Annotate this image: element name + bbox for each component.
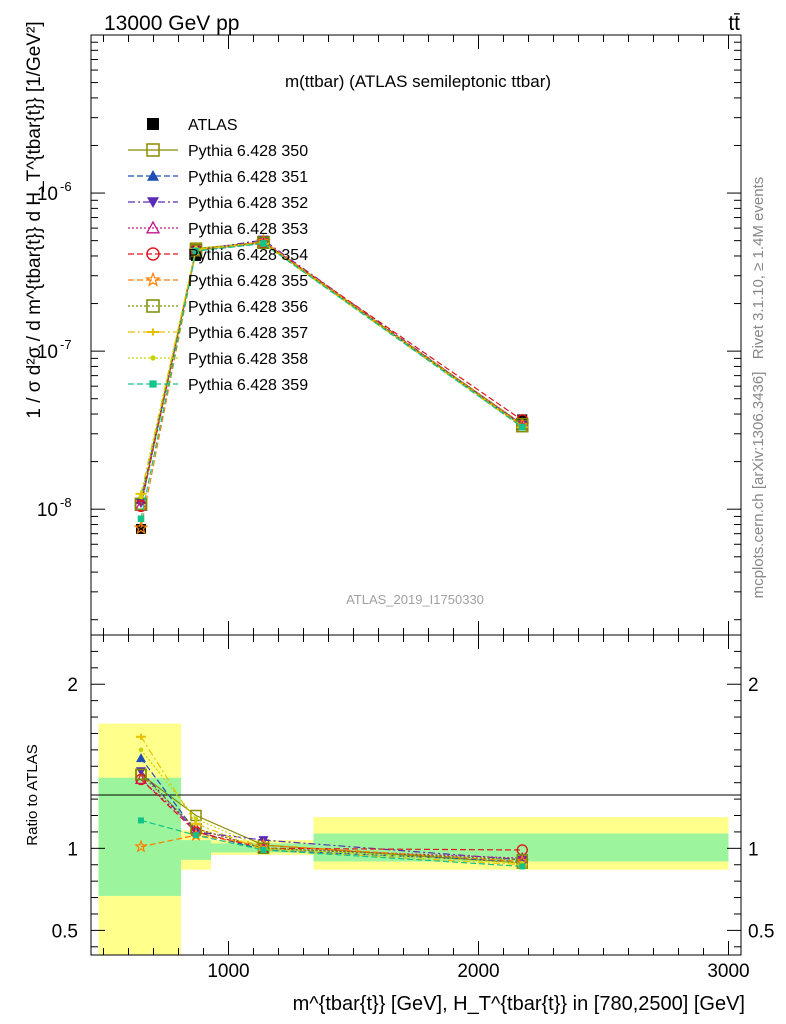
ratio-series-line	[140, 749, 523, 864]
ratio-data-point	[193, 816, 199, 822]
legend-label: Pythia 6.428 359	[188, 377, 308, 394]
legend: ATLAS Pythia 6.428 350 Pythia 6.428 351 Pyt…	[128, 117, 308, 394]
ratio-data-point	[138, 747, 144, 753]
ratio-uncertainty-bands	[98, 723, 729, 955]
main-data-point	[136, 523, 146, 534]
ratio-data-point	[136, 733, 146, 740]
legend-label: ATLAS	[188, 117, 238, 134]
ratio-y-axis-label: Ratio to ATLAS	[24, 744, 41, 845]
main-y-tick-exponent: -6	[60, 179, 72, 194]
main-data-point	[192, 247, 200, 255]
x-axis-label: m^{tbar{t}} [GeV], H_T^{tbar{t}} in [780…	[293, 993, 745, 1015]
legend-label: Pythia 6.428 350	[188, 143, 308, 160]
main-series-group	[133, 233, 530, 535]
legend-marker	[147, 118, 159, 130]
ratio-y-ticks: 0.5 0.5 1 1 2 2	[52, 650, 774, 948]
main-data-point	[137, 515, 145, 523]
rivet-label: Rivet 3.1.10, ≥ 1.4M events	[750, 177, 767, 360]
legend-label: Pythia 6.428 351	[188, 169, 308, 186]
ratio-series-line	[140, 819, 523, 867]
ratio-data-point	[135, 768, 147, 781]
main-series-line	[140, 242, 523, 519]
main-data-point	[138, 494, 144, 500]
ratio-y-tick-label: 1	[67, 839, 78, 860]
main-y-tick-exponent: -7	[60, 337, 72, 352]
ratio-data-point	[193, 832, 199, 839]
x-tick-label: 2000	[457, 961, 499, 982]
main-y-tick-label: 10	[37, 500, 58, 521]
legend-label: Pythia 6.428 355	[188, 273, 308, 290]
ratio-frame	[90, 634, 742, 956]
ratio-series-line	[140, 834, 523, 863]
ratio-data-point	[260, 846, 267, 853]
x-tick-label: 3000	[707, 961, 749, 982]
legend-marker	[146, 247, 160, 261]
x-ticks: 1000 2000 3000	[103, 35, 750, 982]
main-y-ticks: 10-810-710-6	[37, 34, 741, 621]
legend-marker	[150, 355, 156, 361]
ratio-series-line	[140, 774, 523, 861]
ratio-band-green	[181, 840, 211, 860]
watermark: ATLAS_2019_I1750330	[346, 592, 484, 607]
ratio-y-tick-label-right: 0.5	[748, 921, 774, 942]
main-data-point	[260, 240, 267, 247]
legend-marker	[145, 271, 161, 287]
ratio-series-line	[140, 770, 523, 861]
legend-label: Pythia 6.428 357	[188, 325, 308, 342]
main-y-tick-label: 10	[37, 342, 58, 363]
legend-marker	[145, 220, 161, 234]
site-label: mcplots.cern.ch [arXiv:1306.3436]	[750, 372, 767, 599]
ratio-series-group	[134, 733, 530, 870]
legend-marker	[147, 170, 159, 181]
main-y-tick-exponent: -8	[60, 495, 72, 510]
main-data-point	[518, 423, 526, 431]
legend-marker	[147, 197, 159, 208]
legend-marker	[146, 299, 160, 313]
x-tick-label: 1000	[207, 961, 249, 982]
main-title: m(ttbar) (ATLAS semileptonic ttbar)	[285, 72, 551, 91]
ratio-data-point	[134, 839, 148, 853]
legend-label: Pythia 6.428 353	[188, 221, 308, 238]
legend-label: Pythia 6.428 358	[188, 351, 308, 368]
main-series-line	[140, 242, 523, 497]
legend-marker	[146, 143, 160, 157]
ratio-series-line	[140, 757, 523, 863]
energy-label: 13000 GeV pp	[104, 12, 239, 35]
main-panel: m(ttbar) (ATLAS semileptonic ttbar) ATLA…	[24, 21, 742, 636]
legend-marker	[147, 328, 159, 336]
ratio-y-tick-label: 0.5	[52, 921, 78, 942]
legend-label: Pythia 6.428 354	[188, 247, 308, 264]
ratio-y-tick-label: 2	[67, 675, 78, 696]
legend-label: Pythia 6.428 352	[188, 195, 308, 212]
process-label: tt̄	[728, 12, 740, 35]
legend-label: Pythia 6.428 356	[188, 299, 308, 316]
ratio-series-9	[138, 817, 526, 870]
main-y-tick-label: 10	[37, 184, 58, 205]
main-series-10	[137, 240, 526, 523]
ratio-data-point	[136, 753, 146, 763]
ratio-data-point	[519, 863, 526, 870]
ratio-data-point	[191, 820, 201, 827]
ratio-band-green	[98, 777, 181, 896]
ratio-y-tick-label-right: 2	[748, 675, 759, 696]
ratio-series-line	[140, 736, 523, 866]
main-data-point	[133, 520, 149, 535]
legend-marker	[149, 380, 157, 388]
ratio-y-tick-label-right: 1	[748, 839, 759, 860]
ratio-data-point	[138, 817, 144, 824]
main-y-axis-label: 1 / σ d²σ / d m^{tbar{t}} d H_T^{tbar{t}…	[24, 21, 45, 418]
main-series-line	[140, 242, 523, 505]
ratio-panel: 0.5 0.5 1 1 2 2 1000 2000 3000 Ratio to ATLAS m…	[24, 35, 774, 1015]
